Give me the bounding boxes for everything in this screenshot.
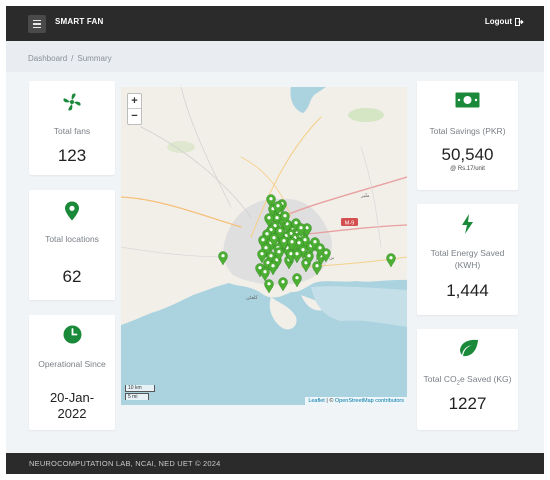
map-marker-pin-icon[interactable] [278,277,288,292]
stat-value: 62 [62,267,82,286]
stat-card-energy-saved: Total Energy Saved (KWH) 1,444 [417,204,518,315]
breadcrumb: Dashboard / Summary [28,54,112,63]
stat-card-co2-saved: Total CO2e Saved (KG) 1227 [417,329,518,430]
map-marker-pin-icon[interactable] [266,194,276,209]
map-zoom-control: + − [127,93,142,125]
map-marker-pin-icon[interactable] [269,233,279,248]
breadcrumb-dashboard-link[interactable]: Dashboard [28,54,68,63]
hamburger-menu-button[interactable] [28,15,46,33]
map-marker-pin-icon[interactable] [273,201,283,216]
map-marker-pin-icon[interactable] [257,249,267,264]
map-marker-pin-icon[interactable] [287,237,297,252]
logout-button[interactable]: Logout [485,17,524,26]
map-attribution: Leaflet | © OpenStreetMap contributors [305,397,407,405]
breadcrumb-bar: Dashboard / Summary [6,41,544,72]
map-marker-pin-icon[interactable] [292,273,302,288]
attribution-separator: | © [324,398,335,404]
map-marker-pin-icon[interactable] [260,267,270,282]
map-marker-pin-icon[interactable] [312,261,322,276]
stat-card-total-locations: Total locations 62 [29,190,115,300]
map-marker-pin-icon[interactable] [310,237,320,252]
stat-label: Operational Since [38,359,106,369]
stat-label: Total Energy Saved (KWH) [430,248,505,270]
map-scale-bar: 10 km 5 mi [125,384,155,400]
stat-value: 1,444 [446,281,489,300]
stat-value: 1227 [448,394,487,413]
money-icon [417,92,518,108]
co2-label-suffix: e Saved (KG) [459,374,512,384]
fan-icon [29,92,115,112]
map-marker-pin-icon[interactable] [255,263,265,278]
stat-value: 123 [57,146,87,165]
osm-link[interactable]: OpenStreetMap contributors [334,398,404,404]
leaf-icon [417,339,518,357]
logout-icon [515,17,524,26]
map-marker-pin-icon[interactable] [279,236,289,251]
breadcrumb-separator: / [71,54,74,63]
zoom-out-button[interactable]: − [131,110,138,122]
logout-label: Logout [484,17,512,26]
map-marker-pin-icon[interactable] [386,253,396,268]
map-marker-pin-icon[interactable] [296,223,306,238]
map-tiles: M-9 کلفٹن ملیر بن قاسم [121,87,407,330]
footer-text: NEUROCOMPUTATION LAB, NCAI, NED UET © 20… [29,459,221,468]
map-marker-pin-icon[interactable] [264,279,274,294]
app-frame: SMART FAN Logout Dashboard / Summary [6,6,544,474]
zoom-in-button[interactable]: + [128,94,141,109]
stat-label: Total Savings (PKR) [429,126,506,136]
map-road-label: M-9 [345,221,354,227]
scale-km: 10 km [125,385,155,392]
map-place-label: ملیر [360,193,370,199]
map-marker-pin-icon[interactable] [315,243,325,258]
map-marker-pin-icon[interactable] [304,251,314,266]
lightning-icon [417,214,518,234]
stat-card-total-fans: Total fans 123 [29,81,115,175]
stat-label: Total locations [45,234,99,244]
stat-subtext: @ Rs.17/unit [450,166,485,172]
clock-icon [29,325,115,344]
location-pin-icon [29,201,115,221]
map-marker-pin-icon[interactable] [292,249,302,264]
map-marker-pin-icon[interactable] [280,211,290,226]
scale-mi: 5 mi [125,393,149,400]
co2-label-subscript: 2 [456,380,460,387]
top-navbar: SMART FAN Logout [6,6,544,41]
stat-label: Total CO2e Saved (KG) [421,373,514,390]
stat-card-operational-since: Operational Since 20-Jan-2022 [29,315,115,430]
co2-label-prefix: Total CO [423,374,457,384]
map-place-label: کلفٹن [246,295,258,301]
stat-card-total-savings: Total Savings (PKR) 50,540 @ Rs.17/unit [417,81,518,190]
map-marker-pin-icon[interactable] [274,247,284,262]
stat-label: Total fans [53,126,91,136]
app-title: SMART FAN [55,17,104,26]
menu-icon [33,19,41,22]
footer: NEUROCOMPUTATION LAB, NCAI, NED UET © 20… [6,453,544,474]
locations-map[interactable]: M-9 کلفٹن ملیر بن قاسم + − 10 km 5 mi Le… [121,87,407,405]
map-marker-pin-icon[interactable] [264,213,274,228]
map-marker-pin-icon[interactable] [268,261,278,276]
leaflet-link[interactable]: Leaflet [308,398,325,404]
breadcrumb-current: Summary [77,54,112,63]
map-marker-pin-icon[interactable] [218,251,228,266]
map-marker-pin-icon[interactable] [321,248,331,263]
stat-value: 50,540 [441,145,494,164]
map-markers [218,194,396,294]
stat-value: 20-Jan-2022 [49,390,95,421]
